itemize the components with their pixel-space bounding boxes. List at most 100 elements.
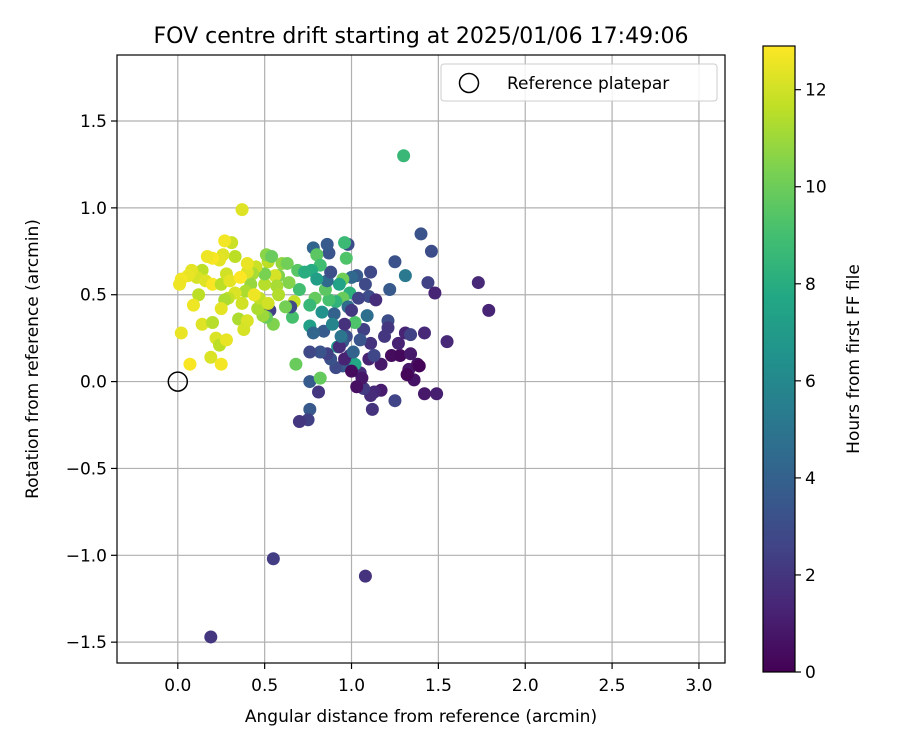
data-point [332, 277, 346, 291]
data-point [471, 276, 485, 290]
data-point [388, 255, 402, 269]
data-point [173, 277, 187, 291]
data-point [306, 326, 320, 340]
data-point [345, 364, 359, 378]
data-point [430, 387, 444, 401]
colorbar: 0 2 4 6 8 10 12 Hours from first FF file [762, 45, 864, 683]
data-point [312, 385, 326, 399]
data-point [327, 307, 341, 321]
data-point [421, 276, 435, 290]
x-tick-label: 3.0 [685, 676, 712, 696]
data-point [258, 267, 272, 281]
data-point [369, 293, 383, 307]
data-point [338, 236, 352, 250]
y-tick-label: 1.5 [80, 112, 107, 132]
data-point [258, 277, 272, 291]
data-point [364, 336, 378, 350]
legend-marker-reference [458, 72, 480, 94]
data-point [440, 335, 454, 349]
data-point [251, 302, 265, 316]
data-point [358, 277, 372, 291]
data-point [174, 326, 188, 340]
data-point [364, 265, 378, 279]
data-point [266, 552, 280, 566]
x-tick-label: 0.5 [251, 676, 278, 696]
data-point [391, 336, 405, 350]
data-point [233, 270, 247, 284]
data-point [424, 244, 438, 258]
data-point [219, 333, 233, 347]
data-point [310, 248, 324, 262]
data-point [353, 333, 367, 347]
data-points [173, 149, 496, 644]
legend: Reference platepar [440, 63, 718, 102]
y-tick-label: −0.5 [66, 459, 107, 479]
x-tick-label: 2.0 [512, 676, 539, 696]
colorbar-tick-label: 8 [805, 275, 816, 295]
data-point [334, 329, 348, 343]
data-point [322, 293, 336, 307]
data-point [195, 317, 209, 331]
data-point [398, 269, 412, 283]
data-point [214, 302, 228, 316]
y-tick-label: 1.0 [80, 199, 107, 219]
data-point [360, 309, 374, 323]
data-point [313, 345, 327, 359]
colorbar-gradient [762, 45, 796, 673]
data-point [303, 298, 317, 312]
y-tick-label: −1.0 [66, 546, 107, 566]
data-point [235, 296, 249, 310]
data-point [346, 345, 360, 359]
data-point [414, 227, 428, 241]
x-axis-label: Angular distance from reference (arcmin) [245, 707, 597, 727]
data-point [303, 345, 317, 359]
x-tick-label: 1.0 [338, 676, 365, 696]
data-point [310, 272, 324, 286]
data-point [348, 316, 362, 330]
data-point [412, 359, 426, 373]
data-point [345, 303, 359, 317]
data-point [280, 256, 294, 270]
data-point [265, 250, 279, 264]
grid [117, 55, 725, 663]
data-point [247, 288, 261, 302]
data-point [397, 149, 411, 163]
colorbar-tick-label: 0 [805, 663, 816, 683]
data-point [192, 288, 206, 302]
x-tick-label: 1.5 [425, 676, 452, 696]
y-tick-label: −1.5 [66, 633, 107, 653]
data-point [351, 291, 365, 305]
data-point [338, 352, 352, 366]
data-point [240, 256, 254, 270]
colorbar-tick-label: 4 [805, 469, 816, 489]
colorbar-label: Hours from first FF file [844, 264, 864, 454]
data-point [282, 276, 296, 290]
legend-box [440, 63, 718, 102]
y-axis-label: Rotation from reference (arcmin) [23, 219, 43, 499]
data-point [428, 286, 442, 300]
data-point [204, 350, 218, 364]
data-point [261, 296, 275, 310]
x-axis-ticks: 0.0 0.5 1.0 1.5 2.0 2.5 3.0 [164, 663, 712, 696]
y-tick-label: 0.0 [80, 373, 107, 393]
y-axis-ticks: −1.5 −1.0 −0.5 0.0 0.5 1.0 1.5 [66, 112, 117, 653]
data-point [338, 317, 352, 331]
chart-title: FOV centre drift starting at 2025/01/06 … [154, 24, 689, 49]
data-point [223, 274, 237, 288]
data-point [383, 283, 397, 297]
data-point [388, 394, 402, 408]
data-point [339, 251, 353, 265]
data-point [268, 269, 282, 283]
data-point [279, 300, 293, 314]
colorbar-tick-label: 10 [805, 178, 827, 198]
data-point [186, 298, 200, 312]
data-point [358, 569, 372, 583]
data-point [378, 329, 392, 343]
data-point [317, 324, 331, 338]
y-tick-label: 0.5 [80, 286, 107, 306]
data-point [289, 357, 303, 371]
data-point [214, 357, 228, 371]
data-point [320, 237, 334, 251]
data-point [298, 265, 312, 279]
colorbar-tick-label: 12 [805, 81, 827, 101]
